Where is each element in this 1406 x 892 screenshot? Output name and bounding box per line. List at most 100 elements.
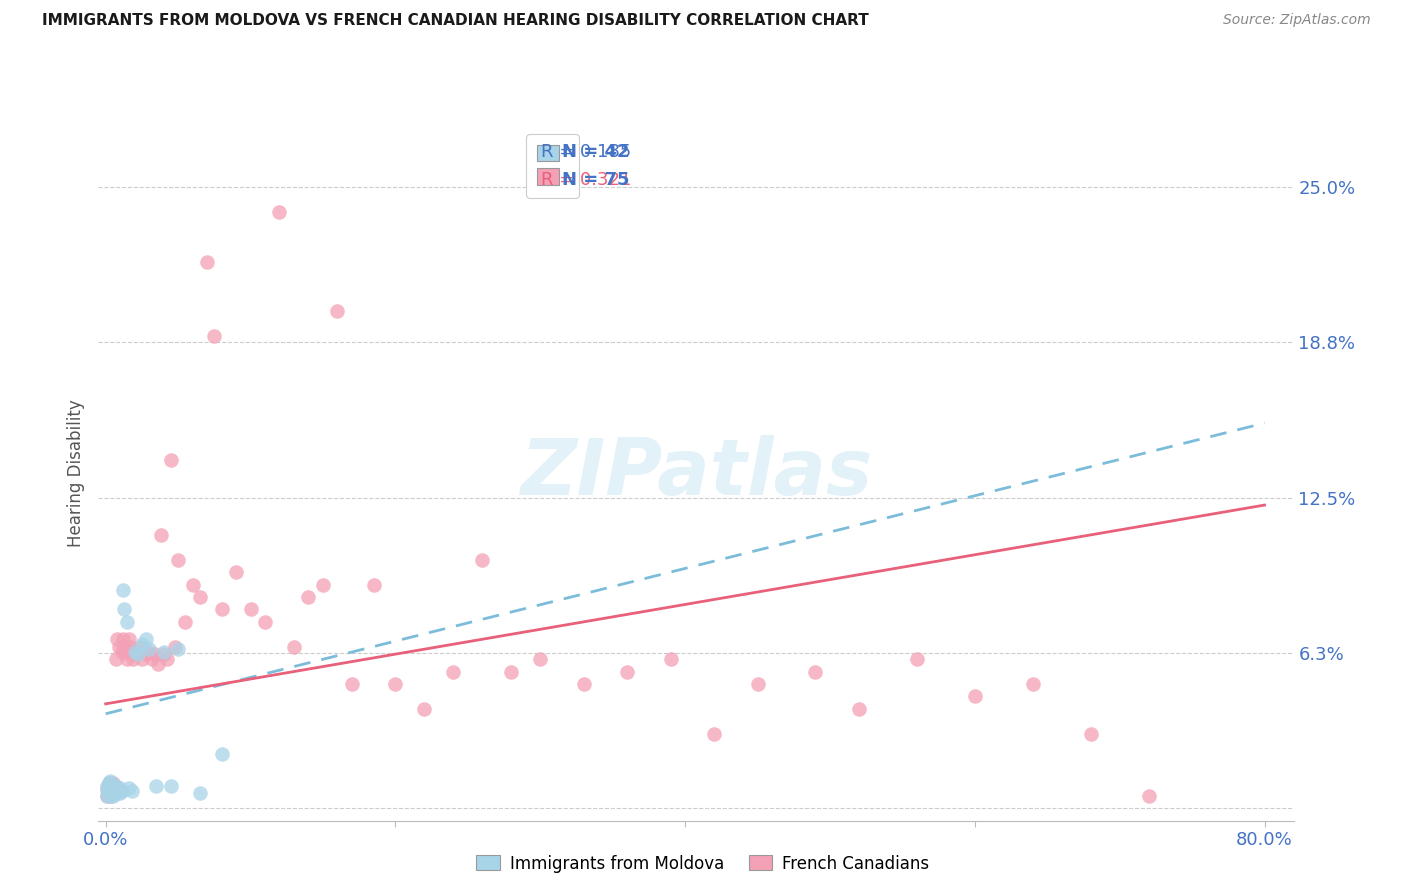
Point [124, 645, 146, 659]
Point [118, 781, 141, 796]
Point [122, 652, 145, 666]
Text: ZIPatlas: ZIPatlas [520, 434, 872, 511]
Point [155, 652, 177, 666]
Point [441, 665, 464, 679]
Point [1080, 726, 1102, 740]
Point [145, 779, 167, 793]
Text: IMMIGRANTS FROM MOLDOVA VS FRENCH CANADIAN HEARING DISABILITY CORRELATION CHART: IMMIGRANTS FROM MOLDOVA VS FRENCH CANADI… [42, 13, 869, 29]
Point [149, 528, 172, 542]
Legend: Immigrants from Moldova, French Canadians: Immigrants from Moldova, French Canadian… [470, 848, 936, 880]
Text: N = 75: N = 75 [562, 170, 630, 189]
Point [146, 657, 169, 671]
Point [100, 786, 122, 800]
Point [112, 632, 135, 647]
Point [211, 747, 233, 761]
Point [202, 329, 225, 343]
Point [747, 677, 769, 691]
Point [129, 640, 152, 654]
Point [101, 784, 124, 798]
Legend: , : , [526, 134, 579, 197]
Point [96, 784, 118, 798]
Point [165, 640, 187, 654]
Point [135, 632, 157, 647]
Point [124, 647, 146, 661]
Point [181, 577, 204, 591]
Point [101, 789, 124, 803]
Point [108, 784, 131, 798]
Point [413, 702, 436, 716]
Point [501, 665, 523, 679]
Point [152, 645, 174, 659]
Point [195, 254, 218, 268]
Point [905, 652, 928, 666]
Point [104, 652, 127, 666]
Point [659, 652, 682, 666]
Point [101, 784, 124, 798]
Point [98, 784, 121, 798]
Point [97, 784, 120, 798]
Point [120, 640, 142, 654]
Point [98, 786, 121, 800]
Point [188, 786, 211, 800]
Point [312, 577, 335, 591]
Point [141, 652, 163, 666]
Point [963, 690, 986, 704]
Point [97, 776, 120, 790]
Point [105, 632, 128, 647]
Point [96, 789, 118, 803]
Point [117, 615, 139, 629]
Point [384, 677, 406, 691]
Point [804, 665, 827, 679]
Point [103, 786, 125, 800]
Point [108, 781, 131, 796]
Point [100, 781, 122, 796]
Point [103, 781, 125, 796]
Point [107, 640, 129, 654]
Point [174, 615, 197, 629]
Point [239, 602, 262, 616]
Point [1137, 789, 1160, 803]
Point [138, 645, 160, 659]
Point [188, 590, 211, 604]
Point [104, 784, 127, 798]
Point [167, 552, 190, 567]
Point [135, 647, 157, 661]
Point [97, 786, 120, 800]
Point [108, 786, 131, 800]
Point [471, 552, 494, 567]
Point [110, 784, 132, 798]
Point [225, 565, 247, 579]
Point [96, 781, 118, 796]
Point [283, 640, 305, 654]
Point [121, 784, 143, 798]
Point [160, 779, 183, 793]
Point [118, 632, 141, 647]
Point [103, 786, 125, 800]
Point [167, 642, 190, 657]
Text: R = 0.321: R = 0.321 [540, 170, 631, 189]
Point [105, 784, 128, 798]
Point [100, 781, 122, 796]
Point [98, 773, 121, 788]
Point [117, 652, 139, 666]
Point [1022, 677, 1045, 691]
Point [269, 205, 291, 219]
Point [138, 642, 160, 657]
Point [100, 789, 122, 803]
Point [104, 779, 127, 793]
Y-axis label: Hearing Disability: Hearing Disability [67, 399, 86, 547]
Point [211, 602, 233, 616]
Point [115, 645, 138, 659]
Point [101, 779, 124, 793]
Point [96, 789, 118, 803]
Point [703, 726, 725, 740]
Point [297, 590, 319, 604]
Point [363, 577, 385, 591]
Point [160, 453, 183, 467]
Point [127, 645, 149, 659]
Point [110, 645, 132, 659]
Text: N = 42: N = 42 [562, 143, 630, 161]
Point [848, 702, 870, 716]
Point [97, 781, 120, 796]
Point [105, 786, 128, 800]
